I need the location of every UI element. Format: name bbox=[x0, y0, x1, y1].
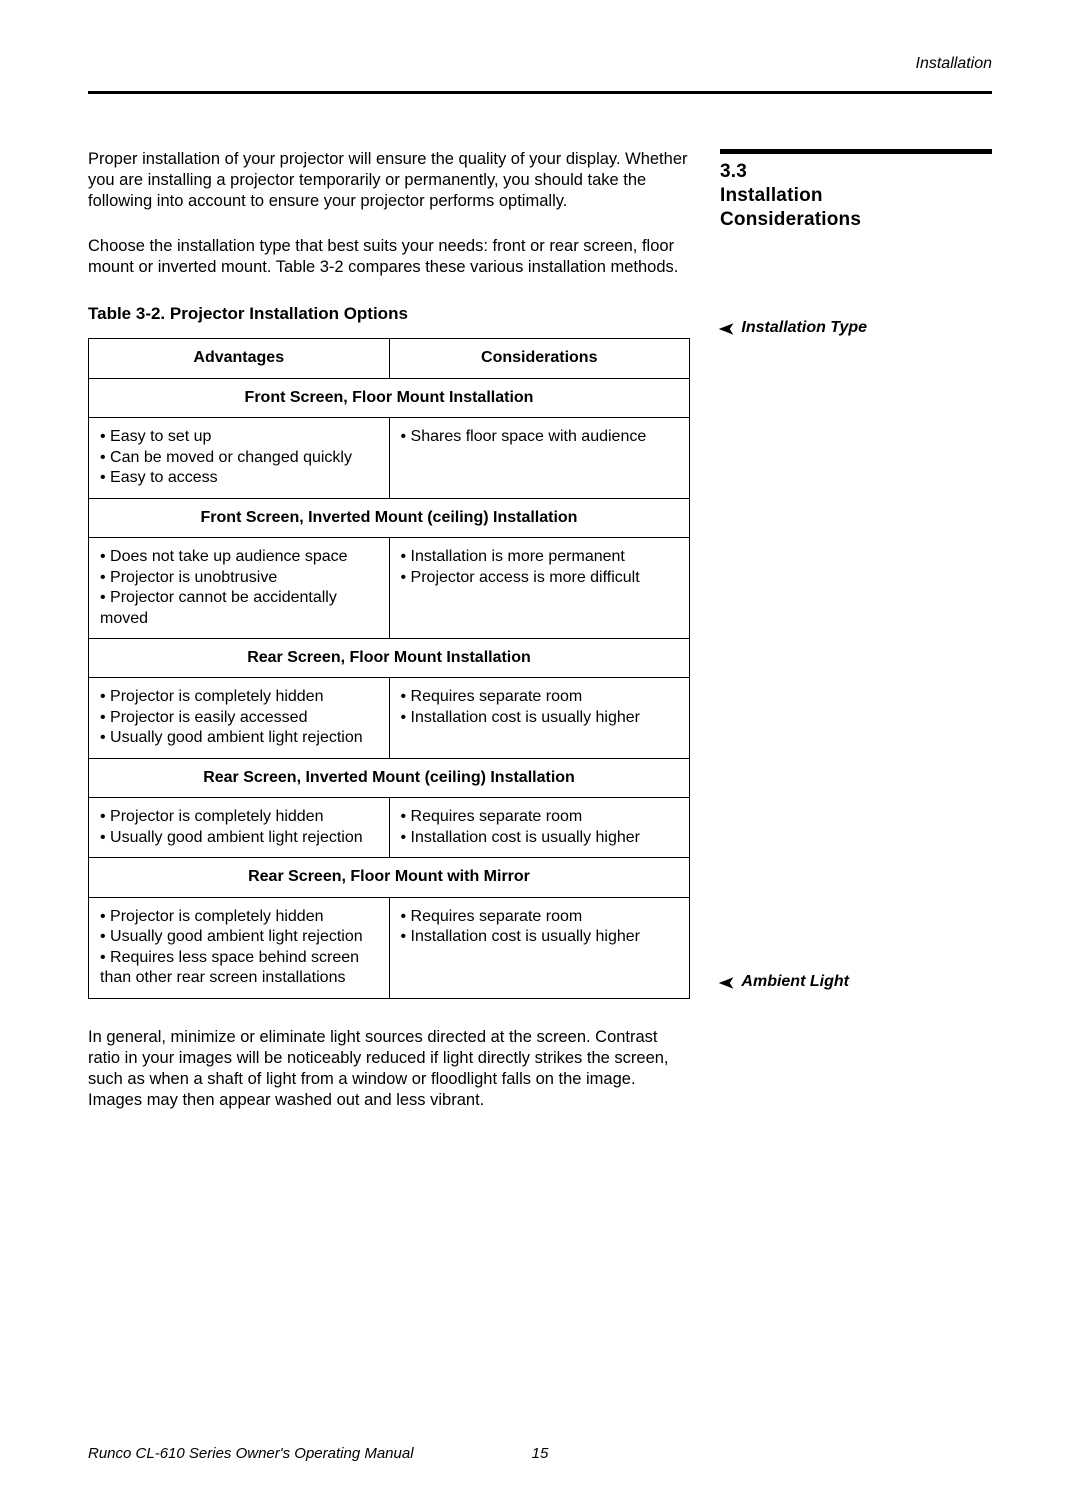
bullet-item: • Projector is completely hidden bbox=[100, 687, 378, 707]
bullet-item: • Projector cannot be accidentally moved bbox=[100, 588, 378, 629]
arrow-left-icon: ➤ bbox=[719, 973, 735, 993]
bullet-item: • Usually good ambient light rejection bbox=[100, 927, 378, 947]
header-chapter: Installation bbox=[88, 55, 992, 73]
bullet-item: • Projector is unobtrusive bbox=[100, 568, 378, 588]
table-cell-considerations: • Requires separate room• Installation c… bbox=[389, 798, 690, 858]
content-columns: Proper installation of your projector wi… bbox=[88, 149, 992, 1135]
side-column: 3.3 Installation Considerations ➤ Instal… bbox=[720, 149, 992, 1135]
installation-table: Advantages Considerations Front Screen, … bbox=[88, 338, 690, 998]
bullet-item: • Can be moved or changed quickly bbox=[100, 448, 378, 468]
table-header-considerations: Considerations bbox=[389, 339, 690, 378]
sidenote-ambient-light-label: Ambient Light bbox=[741, 973, 849, 991]
bullet-item: • Requires separate room bbox=[401, 687, 679, 707]
bullet-item: • Requires separate room bbox=[401, 907, 679, 927]
bullet-item: • Installation cost is usually higher bbox=[401, 828, 679, 848]
table-cell-advantages: • Does not take up audience space• Proje… bbox=[89, 538, 390, 639]
bullet-item: • Does not take up audience space bbox=[100, 547, 378, 567]
table-cell-advantages: • Projector is completely hidden• Projec… bbox=[89, 678, 390, 758]
sidenote-installation-type-label: Installation Type bbox=[741, 319, 867, 337]
table-cell-considerations: • Shares floor space with audience bbox=[389, 418, 690, 498]
bullet-item: • Easy to set up bbox=[100, 427, 378, 447]
bullet-item: • Shares floor space with audience bbox=[401, 427, 679, 447]
table-cell-considerations: • Installation is more permanent• Projec… bbox=[389, 538, 690, 639]
table-caption: Table 3-2. Projector Installation Option… bbox=[88, 303, 690, 325]
table-group-title: Rear Screen, Floor Mount with Mirror bbox=[89, 858, 690, 897]
sidenote-installation-type: ➤ Installation Type bbox=[720, 319, 992, 339]
bullet-item: • Requires separate room bbox=[401, 807, 679, 827]
section-number: 3.3 bbox=[720, 160, 992, 184]
table-cell-advantages: • Projector is completely hidden• Usuall… bbox=[89, 897, 390, 998]
section-rule bbox=[720, 149, 992, 154]
footer-page-number: 15 bbox=[532, 1445, 549, 1462]
table-group-title: Rear Screen, Inverted Mount (ceiling) In… bbox=[89, 758, 690, 797]
section-title-line-1: Installation bbox=[720, 184, 992, 208]
bullet-item: • Projector access is more difficult bbox=[401, 568, 679, 588]
footer-manual-title: Runco CL-610 Series Owner's Operating Ma… bbox=[88, 1445, 414, 1462]
table-cell-considerations: • Requires separate room• Installation c… bbox=[389, 897, 690, 998]
bullet-item: • Installation cost is usually higher bbox=[401, 708, 679, 728]
table-group-title: Front Screen, Inverted Mount (ceiling) I… bbox=[89, 498, 690, 537]
bullet-item: • Projector is completely hidden bbox=[100, 807, 378, 827]
bullet-item: • Easy to access bbox=[100, 468, 378, 488]
bullet-item: • Requires less space behind screen than… bbox=[100, 948, 378, 989]
main-column: Proper installation of your projector wi… bbox=[88, 149, 690, 1135]
bullet-item: • Installation cost is usually higher bbox=[401, 927, 679, 947]
table-cell-advantages: • Projector is completely hidden• Usuall… bbox=[89, 798, 390, 858]
bullet-item: • Projector is completely hidden bbox=[100, 907, 378, 927]
table-group-title: Front Screen, Floor Mount Installation bbox=[89, 378, 690, 417]
table-cell-advantages: • Easy to set up• Can be moved or change… bbox=[89, 418, 390, 498]
ambient-light-paragraph: In general, minimize or eliminate light … bbox=[88, 1027, 690, 1111]
arrow-left-icon: ➤ bbox=[719, 319, 735, 339]
page-footer: Runco CL-610 Series Owner's Operating Ma… bbox=[88, 1445, 992, 1462]
intro-paragraph: Proper installation of your projector wi… bbox=[88, 149, 690, 212]
bullet-item: • Projector is easily accessed bbox=[100, 708, 378, 728]
table-group-title: Rear Screen, Floor Mount Installation bbox=[89, 638, 690, 677]
header-rule bbox=[88, 91, 992, 94]
bullet-item: • Installation is more permanent bbox=[401, 547, 679, 567]
table-cell-considerations: • Requires separate room• Installation c… bbox=[389, 678, 690, 758]
bullet-item: • Usually good ambient light rejection bbox=[100, 828, 378, 848]
choose-paragraph: Choose the installation type that best s… bbox=[88, 236, 690, 278]
bullet-item: • Usually good ambient light rejection bbox=[100, 728, 378, 748]
table-header-advantages: Advantages bbox=[89, 339, 390, 378]
sidenote-ambient-light: ➤ Ambient Light bbox=[720, 973, 992, 993]
page: Installation Proper installation of your… bbox=[0, 0, 1080, 1502]
section-title-line-2: Considerations bbox=[720, 208, 992, 232]
